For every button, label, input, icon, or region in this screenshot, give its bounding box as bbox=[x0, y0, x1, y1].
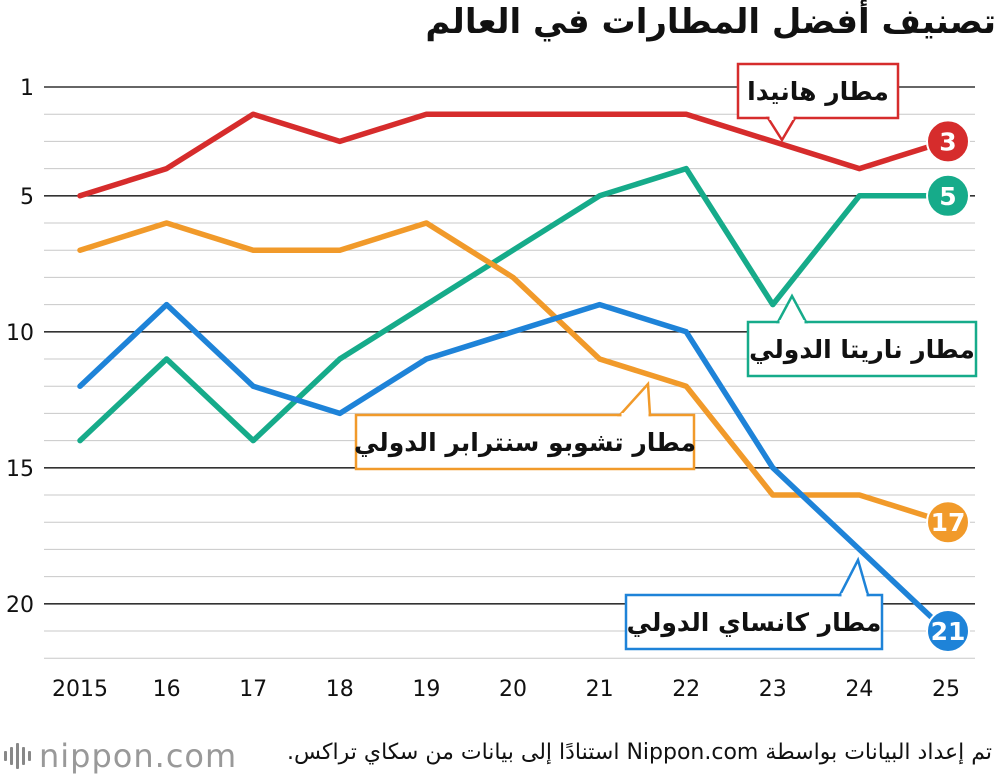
x-tick-label: 21 bbox=[586, 677, 614, 702]
series-label: مطار ناريتا الدولي bbox=[749, 335, 975, 365]
x-tick-label: 24 bbox=[845, 677, 873, 702]
callout-box bbox=[746, 320, 978, 378]
series-lines bbox=[77, 111, 949, 634]
series-label: مطار كانساي الدولي bbox=[627, 608, 882, 638]
end-value-label: 21 bbox=[931, 617, 966, 646]
y-tick-label: 20 bbox=[6, 593, 34, 618]
y-tick-label: 15 bbox=[6, 457, 34, 482]
x-tick-label: 22 bbox=[672, 677, 700, 702]
x-tick-label: 16 bbox=[153, 677, 181, 702]
x-tick-label: 18 bbox=[326, 677, 354, 702]
callout-pointer bbox=[617, 380, 652, 417]
chart-title: تصنيف أفضل المطارات في العالم bbox=[425, 2, 996, 42]
x-tick-label: 19 bbox=[412, 677, 440, 702]
x-tick-label: 2015 bbox=[52, 677, 108, 702]
callout-pointer bbox=[775, 293, 809, 324]
end-value-circle bbox=[926, 119, 970, 164]
x-axis-ticks: 2015 16 17 18 19 20 21 22 23 24 25 bbox=[52, 677, 960, 702]
series-callouts: مطار هانيدا مطار ناريتا الدولي مطار تشوبو … bbox=[354, 62, 978, 651]
x-tick-label: 20 bbox=[499, 677, 527, 702]
end-value-label: 5 bbox=[939, 182, 956, 211]
end-value-circle bbox=[926, 173, 970, 218]
end-value-label: 17 bbox=[931, 508, 966, 537]
end-value-label: 3 bbox=[939, 127, 956, 156]
y-tick-label: 5 bbox=[20, 185, 34, 210]
callout-pointer bbox=[765, 116, 798, 143]
x-tick-label: 17 bbox=[239, 677, 267, 702]
callout-box bbox=[624, 593, 884, 651]
end-value-circle bbox=[926, 609, 970, 653]
series-line bbox=[77, 301, 949, 634]
series-line bbox=[77, 111, 949, 199]
series-line bbox=[77, 165, 949, 444]
callout-box bbox=[736, 62, 900, 120]
x-tick-label: 23 bbox=[759, 677, 787, 702]
y-tick-label: 10 bbox=[6, 321, 34, 346]
series-label: مطار تشوبو سنترابر الدولي bbox=[354, 428, 696, 458]
y-tick-label: 1 bbox=[20, 76, 34, 101]
logo-mark-icon bbox=[4, 743, 31, 769]
callout-pointer bbox=[837, 556, 870, 597]
end-labels: 3 5 17 21 bbox=[926, 119, 970, 653]
x-tick-label: 25 bbox=[932, 677, 960, 702]
callout-box bbox=[354, 413, 696, 471]
nippon-logo: nippon.com bbox=[4, 736, 237, 776]
end-value-circle bbox=[926, 500, 970, 545]
series-label: مطار هانيدا bbox=[747, 77, 889, 106]
logo-text: nippon.com bbox=[39, 737, 238, 775]
source-note: تم إعداد البيانات بواسطة Nippon.com استن… bbox=[286, 740, 992, 765]
